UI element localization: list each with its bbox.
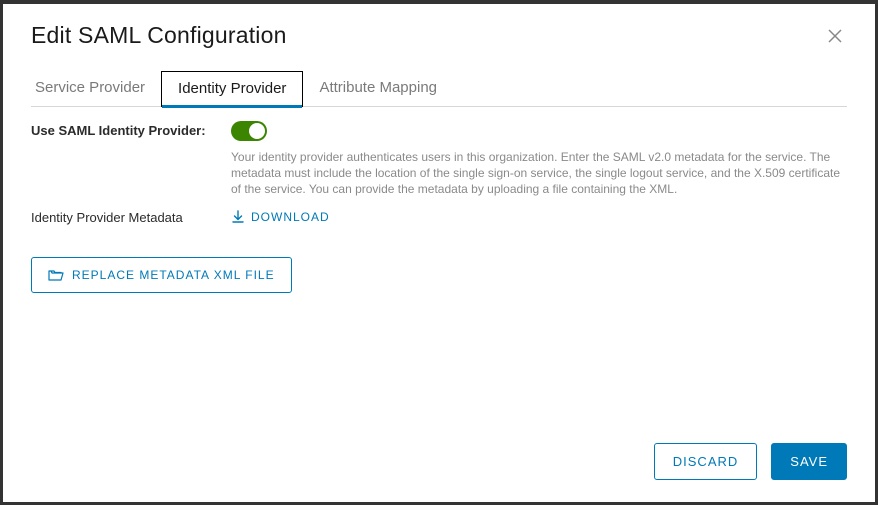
modal-body: Use SAML Identity Provider: Your identit… <box>31 107 847 433</box>
modal-title: Edit SAML Configuration <box>31 22 287 49</box>
metadata-label: Identity Provider Metadata <box>31 208 231 225</box>
tab-attribute-mapping[interactable]: Attribute Mapping <box>303 71 453 106</box>
modal-footer: DISCARD SAVE <box>31 433 847 480</box>
folder-open-icon <box>48 268 64 282</box>
idp-description: Your identity provider authenticates use… <box>231 149 847 198</box>
use-idp-label: Use SAML Identity Provider: <box>31 121 231 138</box>
tab-service-provider[interactable]: Service Provider <box>31 71 161 106</box>
close-button[interactable] <box>823 24 847 48</box>
discard-button[interactable]: DISCARD <box>654 443 758 480</box>
download-link[interactable]: DOWNLOAD <box>231 208 330 224</box>
edit-saml-modal: Edit SAML Configuration Service Provider… <box>0 0 878 505</box>
use-idp-value: Your identity provider authenticates use… <box>231 121 847 198</box>
replace-metadata-label: REPLACE METADATA XML FILE <box>72 268 275 282</box>
tab-identity-provider[interactable]: Identity Provider <box>161 71 303 107</box>
save-button[interactable]: SAVE <box>771 443 847 480</box>
modal-header: Edit SAML Configuration <box>31 22 847 49</box>
download-icon <box>231 210 245 224</box>
use-idp-toggle[interactable] <box>231 121 267 141</box>
metadata-row: Identity Provider Metadata DOWNLOAD <box>31 208 847 229</box>
tab-bar: Service Provider Identity Provider Attri… <box>31 71 847 107</box>
replace-metadata-button[interactable]: REPLACE METADATA XML FILE <box>31 257 292 293</box>
download-label: DOWNLOAD <box>251 210 330 224</box>
use-idp-row: Use SAML Identity Provider: Your identit… <box>31 121 847 198</box>
metadata-value: DOWNLOAD <box>231 208 847 229</box>
close-icon <box>827 28 843 44</box>
